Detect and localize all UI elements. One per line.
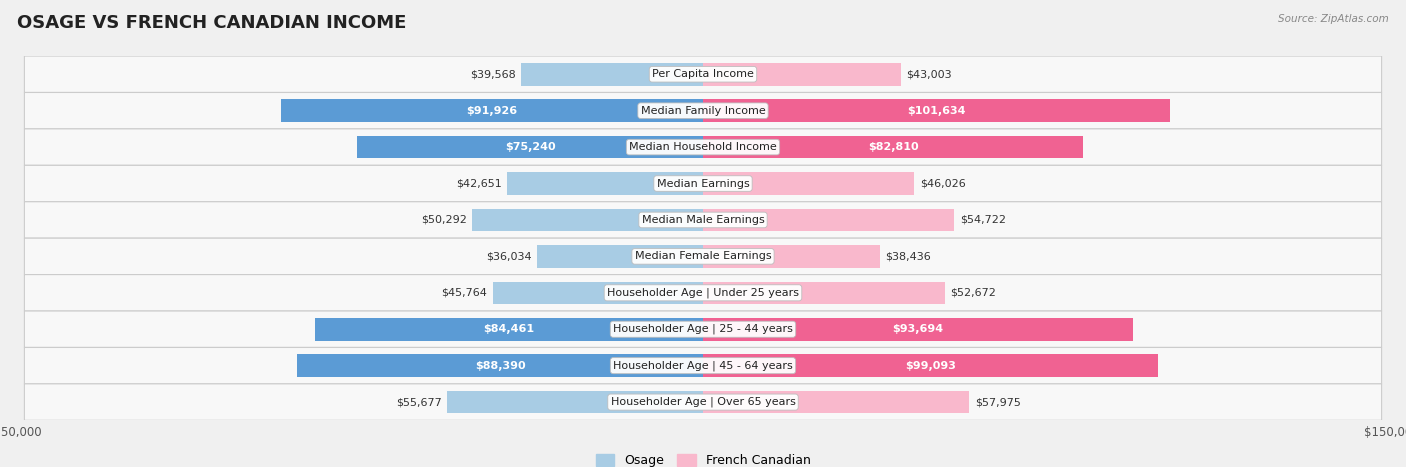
Text: $82,810: $82,810 — [868, 142, 918, 152]
FancyBboxPatch shape — [24, 311, 1382, 347]
FancyBboxPatch shape — [24, 165, 1382, 202]
FancyBboxPatch shape — [24, 238, 1382, 275]
FancyBboxPatch shape — [24, 129, 1382, 165]
Bar — [472, 209, 703, 231]
Bar — [281, 99, 703, 122]
FancyBboxPatch shape — [24, 92, 1382, 129]
Text: $99,093: $99,093 — [905, 361, 956, 371]
Bar — [703, 63, 900, 85]
Bar — [703, 209, 955, 231]
Text: $75,240: $75,240 — [505, 142, 555, 152]
Bar — [508, 172, 703, 195]
Legend: Osage, French Canadian: Osage, French Canadian — [591, 449, 815, 467]
Text: Median Male Earnings: Median Male Earnings — [641, 215, 765, 225]
Bar — [703, 245, 880, 268]
Text: Median Earnings: Median Earnings — [657, 178, 749, 189]
Bar — [357, 136, 703, 158]
Bar — [522, 63, 703, 85]
Text: $39,568: $39,568 — [470, 69, 516, 79]
Text: Householder Age | Under 25 years: Householder Age | Under 25 years — [607, 288, 799, 298]
Text: $46,026: $46,026 — [920, 178, 966, 189]
Text: Source: ZipAtlas.com: Source: ZipAtlas.com — [1278, 14, 1389, 24]
Text: $91,926: $91,926 — [467, 106, 517, 116]
Bar — [703, 99, 1170, 122]
Text: Median Household Income: Median Household Income — [628, 142, 778, 152]
Text: $55,677: $55,677 — [396, 397, 441, 407]
Text: $42,651: $42,651 — [456, 178, 502, 189]
Bar — [537, 245, 703, 268]
FancyBboxPatch shape — [24, 275, 1382, 311]
Text: $52,672: $52,672 — [950, 288, 997, 298]
Text: Householder Age | Over 65 years: Householder Age | Over 65 years — [610, 397, 796, 407]
Text: Per Capita Income: Per Capita Income — [652, 69, 754, 79]
Text: $54,722: $54,722 — [960, 215, 1005, 225]
Text: $93,694: $93,694 — [893, 324, 943, 334]
FancyBboxPatch shape — [24, 202, 1382, 238]
Text: $88,390: $88,390 — [475, 361, 526, 371]
Text: $57,975: $57,975 — [974, 397, 1021, 407]
FancyBboxPatch shape — [24, 384, 1382, 420]
Text: Householder Age | 25 - 44 years: Householder Age | 25 - 44 years — [613, 324, 793, 334]
Bar — [315, 318, 703, 340]
Text: OSAGE VS FRENCH CANADIAN INCOME: OSAGE VS FRENCH CANADIAN INCOME — [17, 14, 406, 32]
Text: $45,764: $45,764 — [441, 288, 488, 298]
Bar — [703, 318, 1133, 340]
FancyBboxPatch shape — [24, 347, 1382, 384]
Text: Median Family Income: Median Family Income — [641, 106, 765, 116]
FancyBboxPatch shape — [24, 56, 1382, 92]
Bar — [703, 282, 945, 304]
Text: Median Female Earnings: Median Female Earnings — [634, 251, 772, 262]
Text: $84,461: $84,461 — [484, 324, 534, 334]
Bar — [703, 136, 1084, 158]
Text: Householder Age | 45 - 64 years: Householder Age | 45 - 64 years — [613, 361, 793, 371]
Bar — [494, 282, 703, 304]
Text: $43,003: $43,003 — [905, 69, 952, 79]
Bar — [703, 354, 1159, 377]
Text: $50,292: $50,292 — [420, 215, 467, 225]
Bar — [703, 391, 969, 413]
Bar — [447, 391, 703, 413]
Text: $101,634: $101,634 — [907, 106, 966, 116]
Text: $38,436: $38,436 — [884, 251, 931, 262]
Bar — [297, 354, 703, 377]
Text: $36,034: $36,034 — [486, 251, 531, 262]
Bar — [703, 172, 914, 195]
